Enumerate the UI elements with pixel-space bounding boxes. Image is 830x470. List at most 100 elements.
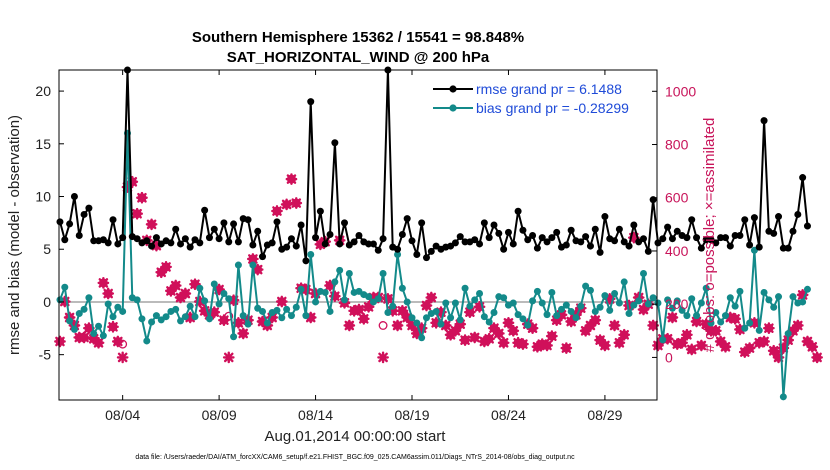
y2-tick-label: 1000 [665, 83, 696, 99]
bias-point [480, 313, 488, 321]
bias-point [365, 293, 373, 301]
rmse-point [307, 98, 315, 106]
y2-axis-label: # of obs: o=possible; ×=assimilated [701, 118, 718, 353]
obs-assimilated-point [377, 351, 389, 364]
obs-assimilated-point [512, 336, 524, 349]
bias-point [572, 314, 580, 322]
bias-point [345, 269, 353, 277]
bias-point [514, 311, 522, 319]
obs-assimilated-point [160, 261, 172, 273]
bias-point [456, 316, 464, 324]
bias-point [760, 288, 768, 296]
rmse-point [196, 239, 204, 247]
rmse-point [283, 243, 291, 251]
rmse-point [538, 234, 546, 242]
bias-point [249, 261, 257, 269]
bias-point [611, 290, 619, 298]
bias-point [66, 317, 74, 325]
bias-point [717, 318, 725, 326]
obs-assimilated-point [507, 324, 520, 337]
rmse-point [644, 247, 652, 255]
rmse-point [779, 244, 787, 252]
bias-point [85, 294, 93, 302]
obs-assimilated-point [396, 304, 409, 317]
rmse-point [548, 234, 556, 242]
bias-point [673, 297, 681, 305]
obs-assimilated-point [271, 205, 283, 217]
bias-point [779, 393, 787, 401]
obs-assimilated-point [758, 335, 770, 348]
rmse-point [543, 238, 551, 246]
rmse-point [398, 230, 406, 238]
rmse-point [746, 241, 754, 249]
bias-point [500, 294, 508, 302]
bias-point [741, 324, 749, 332]
rmse-point [529, 232, 537, 240]
bias-point [442, 299, 450, 307]
obs-assimilated-point [676, 336, 688, 349]
obs-assimilated-point [608, 319, 621, 332]
bias-point [567, 307, 575, 315]
obs-assimilated-point [502, 316, 515, 329]
obs-assimilated-point [666, 311, 679, 324]
rmse-point [582, 233, 590, 241]
rmse-point [326, 230, 334, 238]
obs-assimilated-point [565, 315, 578, 328]
obs-assimilated-point [613, 336, 626, 349]
rmse-point [451, 239, 459, 247]
y2-tick-label: 0 [665, 349, 673, 365]
rmse-point [249, 241, 257, 249]
rmse-point [717, 234, 725, 242]
obs-assimilated-point [382, 292, 394, 305]
obs-assimilated-point [671, 338, 684, 350]
obs-assimilated-point [526, 322, 539, 335]
obs-assimilated-point [787, 324, 799, 337]
obs-assimilated-point [695, 339, 708, 352]
obs-assimilated-point [348, 304, 361, 317]
rmse-point [210, 225, 218, 233]
bias-point [683, 312, 691, 320]
obs-assimilated-point [285, 173, 298, 185]
obs-assimilated-point [545, 330, 558, 343]
obs-assimilated-point [801, 335, 814, 348]
obs-assimilated-point [492, 327, 505, 340]
obs-assimilated-point [280, 198, 293, 211]
obs-assimilated-point [681, 328, 693, 341]
bias-point [529, 297, 537, 305]
obs-assimilated-point [174, 291, 187, 304]
obs-assimilated-point [806, 340, 819, 353]
obs-assimilated-point [406, 319, 418, 332]
rmse-point [321, 240, 329, 248]
obs-assimilated-point [724, 311, 737, 324]
obs-assimilated-point [415, 322, 428, 335]
rmse-point [109, 216, 117, 224]
y-tick-label: 20 [35, 83, 51, 99]
bias-point [630, 301, 638, 309]
bias-point [736, 287, 744, 295]
bias-point [244, 320, 252, 328]
y2-tick-label: 600 [665, 190, 689, 206]
rmse-point [422, 254, 430, 262]
x-tick-label: 08/29 [587, 407, 622, 423]
bias-point [138, 315, 146, 323]
x-tick-label: 08/14 [298, 407, 333, 423]
obs-assimilated-point [343, 319, 356, 332]
rmse-point [119, 234, 127, 242]
rmse-point [297, 221, 305, 229]
bias-point [263, 319, 271, 327]
obs-assimilated-point [555, 308, 568, 321]
rmse-point [273, 218, 281, 226]
rmse-point [230, 220, 238, 228]
obs-assimilated-point [165, 285, 177, 297]
obs-assimilated-point [193, 295, 206, 308]
rmse-point [340, 219, 348, 227]
obs-assimilated-point [584, 319, 597, 332]
obs-assimilated-point [488, 322, 500, 335]
bias-point [577, 302, 585, 310]
obs-assimilated-point [179, 287, 192, 300]
rmse-point [514, 207, 522, 215]
obs-assimilated-point [126, 175, 139, 188]
rmse-point [394, 245, 402, 253]
obs-assimilated-point [246, 253, 259, 265]
